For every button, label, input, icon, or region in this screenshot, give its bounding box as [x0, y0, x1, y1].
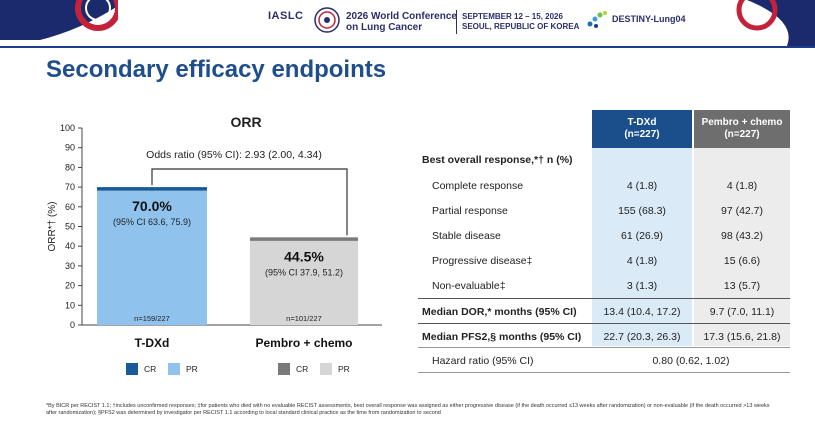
- bar-total-label: 70.0%: [132, 198, 172, 214]
- legend-label: PR: [338, 364, 350, 374]
- orr-chart: ORR 0 10 20 30 40 50 60 70 80 90 100 ORR*† (%) 70.0% (…: [47, 114, 382, 375]
- footnote: *By BICR per RECIST 1.1; †includes uncon…: [46, 403, 770, 416]
- bar-total-label: 44.5%: [284, 248, 324, 264]
- table-divider: [418, 347, 790, 348]
- legend-label: CR: [296, 364, 308, 374]
- legend-swatch: [126, 363, 138, 375]
- destiny-logo-icon: [587, 11, 607, 28]
- legend-swatch: [320, 363, 332, 375]
- y-tick-label: 20: [65, 281, 75, 291]
- y-tick-label: 0: [70, 320, 75, 330]
- odds-ratio-bracket: [151, 168, 348, 236]
- y-tick-label: 50: [65, 222, 75, 232]
- table-divider: [418, 298, 790, 299]
- decorative-swirl-left: [0, 0, 118, 40]
- bar-pr: [97, 190, 207, 325]
- column-background-pembro: [694, 148, 790, 346]
- bar-cr: [250, 237, 358, 241]
- legend-swatch: [278, 363, 290, 375]
- iaslc-logo-text: IASLC: [268, 10, 304, 22]
- y-tick-label: 30: [65, 261, 75, 271]
- y-tick-label: 100: [60, 123, 75, 133]
- decorative-swirl-right: [727, 0, 815, 46]
- y-tick-label: 60: [65, 202, 75, 212]
- y-axis-label: ORR*† (%): [47, 201, 58, 251]
- x-tick-label: T-DXd: [135, 336, 170, 350]
- bar-ci-label: (95% CI 63.6, 75.9): [113, 217, 191, 227]
- conference-dates: SEPTEMBER 12 – 15, 2026 SEOUL, REPUBLIC …: [462, 12, 580, 31]
- header-divider: [456, 10, 457, 34]
- column-background-tdxd: [592, 148, 692, 346]
- bar-ci-label: (95% CI 37.9, 51.2): [265, 267, 343, 277]
- y-tick-label: 80: [65, 162, 75, 172]
- conference-title: 2026 World Conference on Lung Cancer: [346, 11, 457, 33]
- odds-ratio-label: Odds ratio (95% CI): 2.93 (2.00, 4.34): [146, 149, 322, 161]
- conference-header: IASLC 2026 World Conference on Lung Canc…: [0, 0, 815, 48]
- bar-n-label: n=101/227: [286, 314, 322, 323]
- y-tick-label: 70: [65, 182, 75, 192]
- seal-icon: [314, 7, 340, 33]
- y-tick-label: 90: [65, 143, 75, 153]
- trial-name: DESTINY-Lung04: [612, 14, 686, 24]
- table-divider: [418, 323, 790, 324]
- y-tick-label: 10: [65, 300, 75, 310]
- bar-cr: [97, 187, 207, 191]
- header-rule: [0, 46, 815, 48]
- column-header-tdxd: T-DXd (n=227): [592, 110, 692, 148]
- page-title: Secondary efficacy endpoints: [46, 56, 387, 83]
- legend-swatch: [168, 363, 180, 375]
- table-bottom-rule: [418, 372, 790, 373]
- legend-label: CR: [144, 364, 156, 374]
- x-tick-label: Pembro + chemo: [255, 336, 352, 350]
- bar-pr: [250, 240, 358, 325]
- bar-n-label: n=159/227: [134, 314, 170, 323]
- legend-label: PR: [186, 364, 198, 374]
- y-tick-label: 40: [65, 241, 75, 251]
- chart-title: ORR: [230, 114, 261, 130]
- column-header-pembro: Pembro + chemo (n=227): [694, 110, 790, 148]
